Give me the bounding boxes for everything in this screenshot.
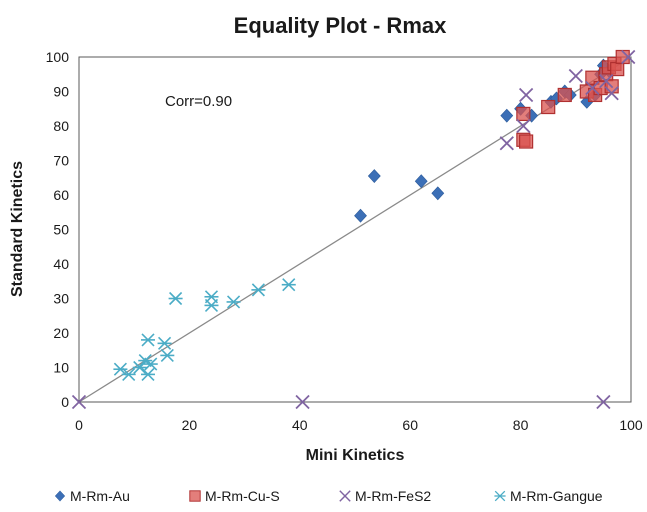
y-tick-label: 50 — [53, 222, 69, 238]
m-rm-gangue-point — [132, 360, 147, 375]
legend-label: M-Rm-Cu-S — [205, 488, 280, 504]
x-tick-label: 80 — [513, 417, 529, 433]
legend-item: M-Rm-Au — [54, 488, 130, 504]
m-rm-gangue-point — [168, 291, 183, 306]
m-rm-fes2-point — [568, 68, 583, 84]
y-tick-label: 30 — [53, 291, 69, 307]
m-rm-fes2-point — [599, 74, 614, 89]
y-tick-label: 20 — [53, 325, 69, 341]
x-tick-label: 0 — [75, 417, 83, 433]
m-rm-gangue-point — [204, 298, 219, 312]
plot-area-frame — [78, 56, 632, 403]
m-rm-fes2-point — [621, 49, 636, 65]
legend-item: M-Rm-Cu-S — [189, 488, 280, 504]
m-rm-au-point — [354, 208, 367, 223]
legend-label: M-Rm-Au — [70, 488, 130, 504]
m-rm-fes2-point — [585, 80, 600, 96]
y-tick-label: 90 — [53, 84, 69, 100]
y-tick-label: 80 — [53, 118, 69, 134]
legend-marker — [339, 490, 351, 502]
x-tick-label: 20 — [182, 417, 198, 433]
data-points — [71, 49, 636, 410]
x-axis-ticks: 0 20 40 60 80 100 — [75, 417, 643, 433]
legend-marker — [189, 490, 201, 502]
y-tick-label: 40 — [53, 256, 69, 272]
legend-item: M-Rm-FeS2 — [339, 488, 431, 504]
legend-item: M-Rm-Gangue — [494, 488, 603, 504]
m-rm-fes2-point — [499, 136, 514, 151]
y-tick-label: 60 — [53, 187, 69, 203]
m-rm-cu-s-point — [516, 106, 531, 122]
correlation-annotation: Corr=0.90 — [165, 93, 232, 110]
y-tick-label: 100 — [46, 49, 70, 65]
m-rm-gangue-point — [160, 348, 175, 362]
legend-marker — [494, 490, 506, 502]
m-rm-gangue-point — [226, 295, 241, 309]
m-rm-cu-s-point — [519, 134, 534, 149]
m-rm-fes2-point — [596, 394, 611, 410]
m-rm-gangue-point — [141, 367, 155, 381]
y-tick-label: 70 — [53, 153, 69, 169]
x-tick-label: 100 — [619, 417, 643, 433]
m-rm-gangue-point — [143, 357, 158, 371]
trendline — [78, 56, 632, 403]
m-rm-fes2-point — [516, 118, 531, 134]
chart-title: Equality Plot - Rmax — [234, 13, 447, 38]
m-rm-gangue-point — [281, 278, 296, 292]
m-rm-fes2-point — [71, 394, 87, 410]
y-axis-ticks: 0 10 20 30 40 50 60 70 80 90 100 — [46, 49, 70, 410]
y-tick-label: 0 — [61, 394, 69, 410]
m-rm-gangue-point — [141, 333, 155, 347]
m-rm-fes2-point — [295, 394, 310, 410]
y-axis-title: Standard Kinetics — [9, 161, 26, 297]
y-tick-label: 10 — [53, 360, 69, 376]
m-rm-cu-s-point — [610, 61, 625, 77]
m-rm-gangue-point — [157, 336, 172, 350]
m-rm-au-point — [367, 169, 381, 183]
m-rm-gangue-point — [251, 283, 266, 297]
legend-label: M-Rm-Gangue — [510, 488, 603, 504]
x-tick-label: 40 — [292, 417, 308, 433]
m-rm-au-point — [500, 108, 514, 123]
m-rm-cu-s-point — [585, 70, 600, 85]
legend-marker — [54, 490, 66, 502]
m-rm-fes2-point — [604, 86, 619, 101]
x-axis-title: Mini Kinetics — [306, 447, 405, 464]
m-rm-gangue-point — [113, 362, 128, 376]
m-rm-au-point — [414, 174, 428, 189]
m-rm-fes2-point — [518, 87, 534, 103]
m-rm-cu-s-point — [541, 99, 556, 115]
legend-label: M-Rm-FeS2 — [355, 488, 431, 504]
m-rm-cu-s-point — [557, 87, 572, 103]
x-tick-label: 60 — [402, 417, 418, 433]
legend: M-Rm-Au M-Rm-Cu-S M-Rm-FeS2 M-Rm-Gangue — [54, 488, 603, 504]
m-rm-gangue-point — [121, 367, 136, 381]
m-rm-au-point — [431, 186, 445, 201]
